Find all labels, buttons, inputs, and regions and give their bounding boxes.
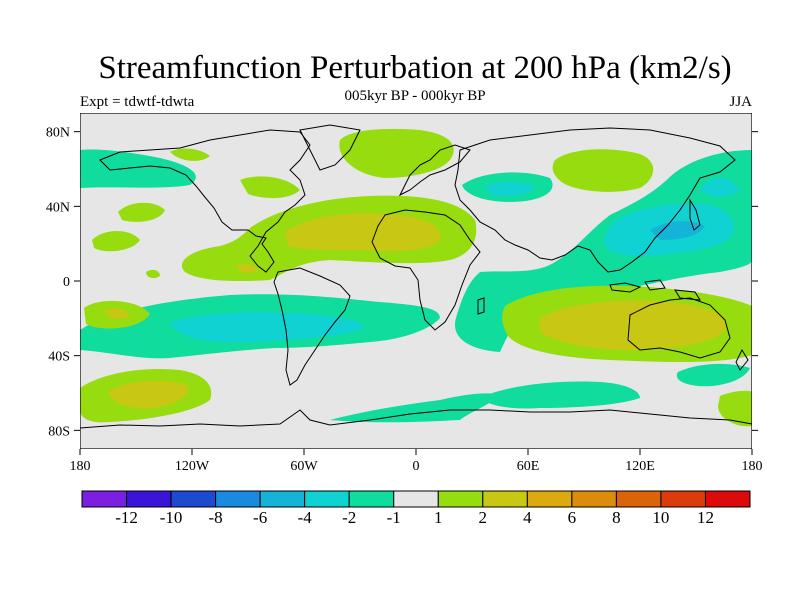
lat-tick-label: 40N bbox=[46, 200, 70, 215]
colorbar-swatch bbox=[437, 490, 484, 508]
lat-tick-label: 80S bbox=[48, 424, 70, 439]
colorbar-label: -1 bbox=[387, 508, 401, 527]
colorbar-label: -4 bbox=[298, 508, 313, 527]
colorbar-swatch bbox=[259, 490, 306, 508]
colorbar-swatch bbox=[215, 490, 261, 508]
colorbar-swatch bbox=[482, 490, 528, 508]
colorbar-swatch bbox=[615, 490, 662, 508]
lat-tick-label: 0 bbox=[63, 275, 70, 290]
colorbar: -12 -10 -8 -6 -4 -2 -1 1 2 4 6 8 10 12 bbox=[81, 490, 751, 527]
colorbar-label: 10 bbox=[652, 508, 669, 527]
colorbar-swatch bbox=[526, 490, 573, 508]
colorbar-swatch bbox=[393, 490, 439, 508]
colorbar-swatch bbox=[571, 490, 617, 508]
colorbar-swatch bbox=[126, 490, 172, 508]
colorbar-swatch bbox=[660, 490, 706, 508]
experiment-label: Expt = tdwtf-tdwta bbox=[80, 94, 195, 110]
colorbar-label: 1 bbox=[434, 508, 443, 527]
positive-2-regions bbox=[104, 212, 726, 409]
lon-tick-label: 180 bbox=[70, 459, 91, 474]
lat-tick-label: 80N bbox=[46, 126, 70, 141]
colorbar-label: 12 bbox=[697, 508, 714, 527]
colorbar-label: 8 bbox=[612, 508, 621, 527]
negative-4-regions bbox=[650, 221, 705, 240]
colorbar-swatch bbox=[304, 490, 350, 508]
colorbar-label: 6 bbox=[568, 508, 577, 527]
lon-tick-label: 0 bbox=[413, 459, 420, 474]
colorbar-swatch bbox=[704, 490, 751, 508]
lon-tick-label: 60E bbox=[517, 459, 540, 474]
season-label: JJA bbox=[729, 94, 752, 110]
colorbar-label: 2 bbox=[479, 508, 488, 527]
lon-tick-label: 180 bbox=[742, 459, 763, 474]
colorbar-swatch bbox=[81, 490, 128, 508]
lon-tick-label: 120W bbox=[175, 459, 210, 474]
lon-tick-label: 60W bbox=[290, 459, 318, 474]
colorbar-swatch bbox=[170, 490, 217, 508]
colorbar-label: -12 bbox=[115, 508, 138, 527]
longitude-axis: 180 120W 60W 0 60E 120E 180 bbox=[70, 449, 763, 474]
lat-tick-label: 40S bbox=[48, 350, 70, 365]
latitude-axis: 80N 40N 0 40S 80S bbox=[46, 126, 758, 439]
plot-title: Streamfunction Perturbation at 200 hPa (… bbox=[98, 50, 732, 86]
map-field bbox=[80, 113, 752, 449]
plot-subtitle: 005kyr BP - 000kyr BP bbox=[344, 88, 486, 104]
colorbar-label: 4 bbox=[523, 508, 532, 527]
lon-tick-label: 120E bbox=[625, 459, 655, 474]
colorbar-swatch bbox=[348, 490, 395, 508]
coastlines bbox=[80, 124, 752, 429]
colorbar-label: -8 bbox=[209, 508, 223, 527]
colorbar-label: -10 bbox=[160, 508, 183, 527]
colorbar-label: -6 bbox=[253, 508, 267, 527]
colorbar-label: -2 bbox=[342, 508, 356, 527]
